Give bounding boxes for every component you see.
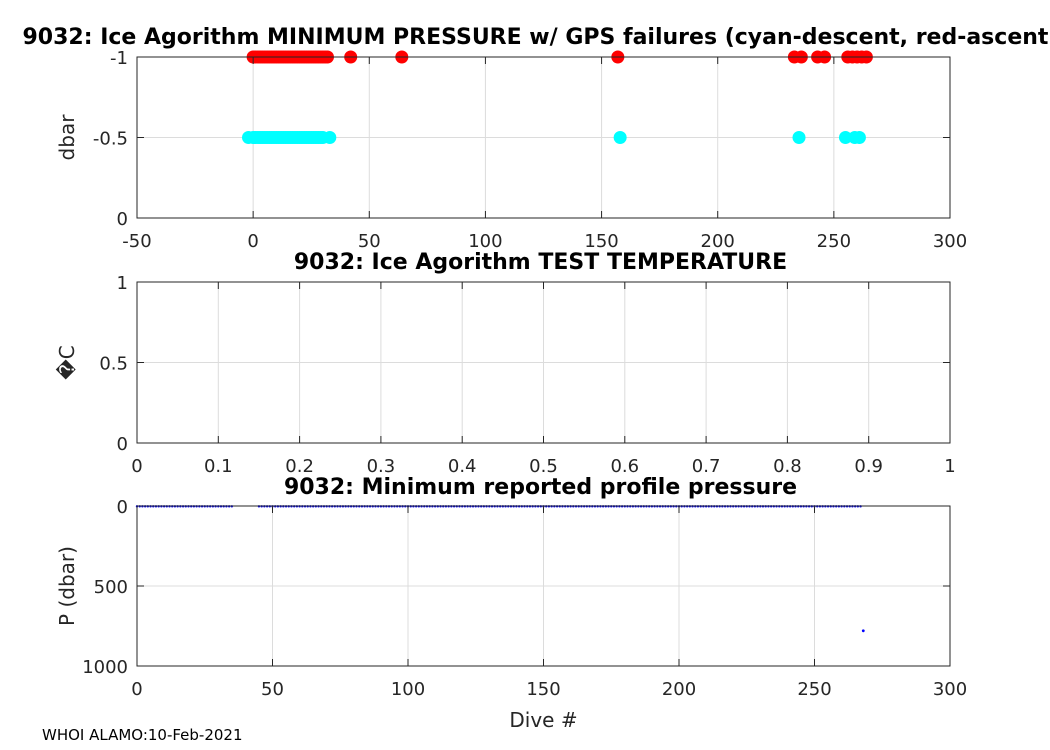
- x-tick-label: 0.6: [610, 456, 639, 477]
- x-tick-label: 250: [797, 679, 831, 700]
- y-tick-label: 0.5: [99, 354, 128, 375]
- x-tick-label: 100: [391, 679, 425, 700]
- descent-point: [613, 131, 627, 144]
- x-tick-label: 0.4: [448, 456, 477, 477]
- x-tick-label: 0.2: [285, 456, 314, 477]
- y-tick-label: 1000: [82, 657, 128, 678]
- x-tick-label: 0.8: [773, 456, 802, 477]
- min-pressure-point: [861, 629, 865, 633]
- x-tick-label: 100: [468, 231, 502, 252]
- y-axis-label: P (dbar): [55, 546, 79, 626]
- descent-point: [838, 131, 852, 144]
- x-tick-label: 0: [131, 679, 142, 700]
- x-axis-label: Dive #: [509, 708, 577, 732]
- x-tick-label: 50: [358, 231, 381, 252]
- y-tick-label: 0: [117, 497, 128, 518]
- panel-test-temperature: 0 0.1 0.2 0.3 0.4 0.5 0.6 0.7 0.8 0.9 1 0 0.5 1 9032: …: [55, 250, 956, 477]
- footer-credit: WHOI ALAMO:10-Feb-2021: [42, 726, 243, 744]
- x-tick-label: 250: [817, 231, 851, 252]
- x-tick-label: 300: [933, 231, 967, 252]
- x-tick-label: 200: [701, 231, 735, 252]
- panel-title: 9032: Ice Agorithm TEST TEMPERATURE: [294, 250, 787, 275]
- y-tick-label: 0: [117, 434, 128, 455]
- panel-title: 9032: Minimum reported profile pressure: [284, 475, 797, 500]
- y-axis-label: dbar: [55, 114, 79, 161]
- y-tick-label: -0.5: [93, 129, 128, 150]
- y-axis-label: �C: [55, 345, 79, 379]
- x-tick-label: 150: [584, 231, 618, 252]
- descent-point: [792, 131, 806, 144]
- x-tick-label: 0.7: [692, 456, 721, 477]
- x-tick-label: 0.3: [367, 456, 396, 477]
- x-tick-label: 0.1: [204, 456, 233, 477]
- x-tick-label: 0: [131, 456, 142, 477]
- x-tick-label: 50: [261, 679, 284, 700]
- x-tick-label: 150: [526, 679, 560, 700]
- y-tick-label: 1: [117, 273, 128, 294]
- panel-title: 9032: Ice Agorithm MINIMUM PRESSURE w/ G…: [23, 25, 1050, 50]
- x-tick-label: 0: [247, 231, 258, 252]
- x-tick-label: 200: [662, 679, 696, 700]
- panel-profile-pressure: 0 50 100 150 200 250 300 0 500 1000 9032: Minimum …: [55, 475, 967, 732]
- y-tick-label: 0: [117, 209, 128, 230]
- x-tick-label: 300: [933, 679, 967, 700]
- y-tick-label: -1: [110, 48, 128, 69]
- x-tick-label: -50: [122, 231, 151, 252]
- descent-point: [323, 131, 337, 144]
- y-tick-label: 500: [94, 577, 128, 598]
- descent-point: [852, 131, 866, 144]
- x-tick-label: 0.9: [854, 456, 883, 477]
- x-tick-label: 1: [944, 456, 955, 477]
- x-tick-label: 0.5: [529, 456, 558, 477]
